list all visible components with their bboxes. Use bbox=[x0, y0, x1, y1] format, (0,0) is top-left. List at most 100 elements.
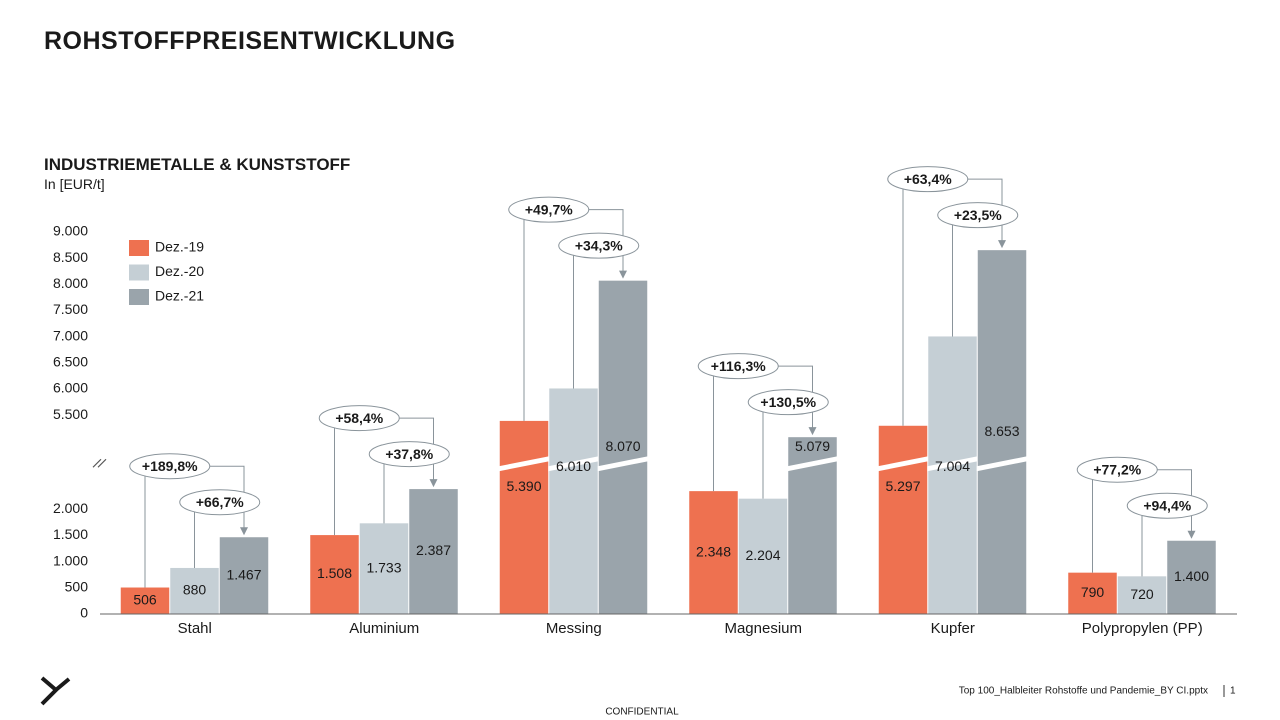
callout-arrow bbox=[240, 527, 248, 536]
x-tick-label: Stahl bbox=[178, 620, 212, 637]
footer-file: Top 100_Halbleiter Rohstoffe und Pandemi… bbox=[959, 686, 1208, 697]
change-label: +37,8% bbox=[385, 446, 433, 462]
bar bbox=[689, 491, 738, 614]
change-label: +23,5% bbox=[954, 207, 1002, 223]
bar bbox=[977, 250, 1027, 614]
bar-break bbox=[548, 456, 599, 472]
value-label: 720 bbox=[1130, 586, 1154, 602]
change-label: +189,8% bbox=[142, 458, 198, 474]
y-tick-label: 6.500 bbox=[53, 354, 88, 370]
chart-subtitle: In [EUR/t] bbox=[44, 176, 105, 192]
bar bbox=[219, 537, 269, 614]
value-label: 8.070 bbox=[605, 438, 640, 454]
change-label: +77,2% bbox=[1093, 461, 1141, 477]
change-bubble bbox=[368, 441, 450, 468]
value-label: 1.508 bbox=[317, 565, 352, 581]
change-bubble bbox=[1126, 492, 1208, 519]
change-bubble bbox=[318, 405, 400, 432]
bar bbox=[120, 587, 170, 614]
change-bubble bbox=[747, 389, 829, 416]
bar bbox=[409, 489, 458, 614]
bar bbox=[310, 535, 359, 614]
slide-title: ROHSTOFFPREISENTWICKLUNG bbox=[44, 27, 456, 55]
change-bubble bbox=[937, 202, 1019, 229]
bar bbox=[359, 523, 409, 614]
value-label: 1.467 bbox=[226, 566, 261, 582]
x-tick-label: Polypropylen (PP) bbox=[1082, 620, 1203, 637]
value-label: 1.400 bbox=[1174, 568, 1209, 584]
change-bubble bbox=[508, 196, 590, 223]
y-tick-label: 8.500 bbox=[53, 249, 88, 265]
footer-page: 1 bbox=[1230, 686, 1236, 697]
change-bubble bbox=[887, 166, 969, 193]
y-tick-label: 500 bbox=[65, 579, 89, 595]
x-tick-label: Messing bbox=[546, 620, 602, 637]
bar bbox=[499, 420, 549, 614]
bar-break bbox=[976, 456, 1028, 472]
value-label: 5.079 bbox=[795, 438, 830, 454]
change-label: +34,3% bbox=[575, 237, 623, 253]
bar-break bbox=[597, 456, 649, 472]
y-tick-label: 9.000 bbox=[53, 223, 88, 239]
change-label: +49,7% bbox=[525, 201, 573, 217]
value-label: 6.010 bbox=[556, 458, 591, 474]
y-tick-label: 1.500 bbox=[53, 526, 88, 542]
change-bubble bbox=[1076, 456, 1158, 483]
y-tick-label: 6.000 bbox=[53, 380, 88, 396]
x-tick-label: Magnesium bbox=[724, 620, 802, 637]
y-tick-label: 7.500 bbox=[53, 301, 88, 317]
bar bbox=[1167, 540, 1216, 614]
change-label: +63,4% bbox=[904, 171, 952, 187]
callout-arrow bbox=[1187, 530, 1196, 539]
legend-swatch bbox=[129, 240, 149, 256]
x-tick-label: Kupfer bbox=[931, 620, 975, 637]
legend-label: Dez.-20 bbox=[155, 263, 204, 279]
axis-break bbox=[92, 458, 107, 468]
callout-arrow bbox=[619, 270, 627, 279]
chart-title: INDUSTRIEMETALLE & KUNSTSTOFF bbox=[44, 155, 350, 174]
change-label: +58,4% bbox=[335, 410, 383, 426]
bar bbox=[928, 336, 977, 614]
value-label: 8.653 bbox=[984, 423, 1019, 439]
change-bubble bbox=[179, 489, 261, 516]
legend-swatch bbox=[129, 289, 149, 305]
y-tick-label: 5.500 bbox=[53, 406, 88, 422]
change-label: +116,3% bbox=[711, 358, 766, 374]
value-label: 2.348 bbox=[696, 543, 731, 559]
y-tick-label: 1.000 bbox=[53, 552, 88, 568]
bar bbox=[738, 498, 788, 614]
logo bbox=[40, 676, 71, 706]
y-tick-label: 8.000 bbox=[53, 275, 88, 291]
y-tick-label: 7.000 bbox=[53, 327, 88, 343]
value-label: 506 bbox=[133, 591, 157, 607]
change-label: +130,5% bbox=[760, 394, 816, 410]
value-label: 880 bbox=[183, 582, 207, 598]
value-label: 1.733 bbox=[366, 559, 401, 575]
value-label: 5.390 bbox=[506, 478, 541, 494]
bar bbox=[878, 425, 928, 614]
bar-break bbox=[927, 456, 978, 472]
callout-arrow bbox=[429, 479, 438, 488]
value-label: 2.204 bbox=[745, 547, 780, 563]
change-label: +66,7% bbox=[196, 494, 244, 510]
y-tick-label: 2.000 bbox=[53, 500, 88, 516]
change-label: +94,4% bbox=[1143, 497, 1191, 513]
x-tick-label: Aluminium bbox=[349, 620, 419, 637]
value-label: 2.387 bbox=[416, 542, 451, 558]
footer-confidential: CONFIDENTIAL bbox=[605, 707, 679, 718]
value-label: 5.297 bbox=[885, 478, 920, 494]
change-bubble bbox=[697, 353, 779, 380]
bar bbox=[1117, 576, 1167, 614]
change-bubble bbox=[558, 232, 640, 259]
bar-break bbox=[787, 456, 838, 472]
bar bbox=[549, 388, 598, 614]
bar bbox=[1068, 572, 1117, 614]
bar-break bbox=[498, 456, 550, 472]
legend-label: Dez.-21 bbox=[155, 288, 204, 304]
change-bubble bbox=[129, 453, 211, 480]
value-label: 7.004 bbox=[935, 458, 970, 474]
y-tick-label: 0 bbox=[80, 605, 88, 621]
bar bbox=[598, 280, 648, 614]
